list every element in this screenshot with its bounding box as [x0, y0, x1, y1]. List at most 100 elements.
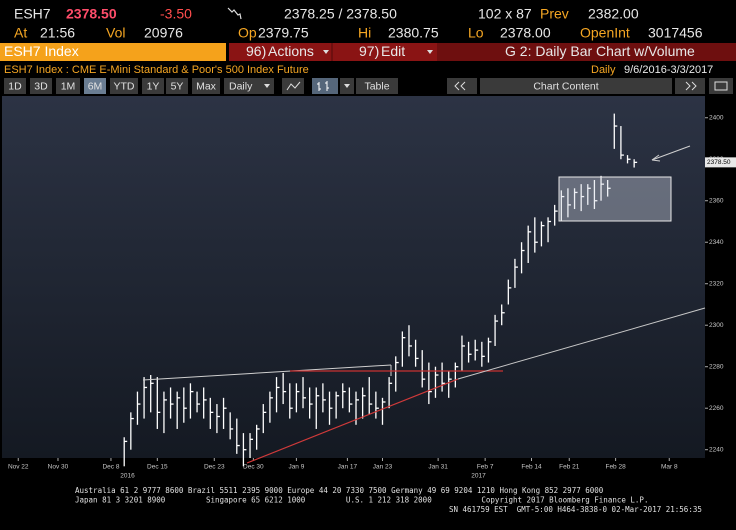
y-tick-label: 2320	[709, 280, 724, 287]
footer-line: Australia 61 2 9777 8600 Brazil 5511 239…	[75, 486, 604, 495]
range-button[interactable]	[30, 78, 52, 94]
range-label[interactable]: YTD	[114, 80, 135, 92]
down-icon	[227, 7, 242, 20]
trend-drawing	[142, 364, 392, 381]
settings-button[interactable]	[709, 78, 733, 94]
low-label: Lo	[468, 25, 484, 41]
last-price-box	[705, 157, 736, 168]
dropdown-icon	[344, 84, 350, 88]
bottom-axis	[0, 458, 705, 478]
actions[interactable]: Actions	[268, 43, 314, 59]
period: Daily	[591, 64, 616, 76]
x-tick-label: Dec 15	[147, 464, 168, 471]
vol-label: Vol	[106, 25, 125, 41]
line-icon	[286, 81, 301, 91]
security[interactable]: ESH7 Index	[4, 43, 79, 59]
x-tick-label: Feb 21	[559, 464, 580, 471]
x-tick-label: Dec 8	[102, 464, 119, 471]
support-line	[246, 378, 459, 464]
range-button[interactable]	[142, 78, 164, 94]
range-button[interactable]	[166, 78, 188, 94]
x-tick-label: Dec 30	[243, 464, 264, 471]
range-button[interactable]	[4, 78, 26, 94]
x-tick-label: Jan 31	[428, 464, 448, 471]
edit[interactable]: Edit	[381, 43, 405, 59]
bar-icon	[317, 81, 329, 91]
table[interactable]: Table	[364, 80, 389, 92]
settings-icon	[714, 81, 728, 91]
toolbar: 1D 3D 1M 6M YTD 1Y 5Y Max Daily	[4, 78, 274, 94]
range-label[interactable]: 6M	[88, 80, 103, 92]
open: 2379.75	[258, 25, 309, 41]
range-button[interactable]	[110, 78, 138, 94]
dropdown-icon	[264, 84, 270, 88]
y-tick-label: 2400	[709, 114, 724, 121]
y-tick-label: 2240	[709, 446, 724, 453]
x-tick-label: Jan 23	[373, 464, 393, 471]
x-tick-label: Jan 9	[288, 464, 304, 471]
arrow-drawing	[651, 145, 691, 161]
range-button[interactable]	[56, 78, 80, 94]
last-price-label: 2378.50	[707, 159, 731, 166]
next-icon	[685, 81, 697, 91]
size: 102 x 87	[478, 6, 532, 22]
dropdown-icon	[323, 50, 329, 54]
low: 2378.00	[500, 25, 551, 41]
range-box	[558, 176, 672, 222]
open-label: Op	[238, 25, 257, 41]
edit-button[interactable]	[333, 43, 437, 61]
high-label: Hi	[358, 25, 371, 41]
range-label[interactable]: 1Y	[147, 80, 160, 92]
footer-line: SN 461759 EST GMT-5:00 H464-3838-0 02-Ma…	[449, 505, 702, 514]
description: ESH7 Index : CME E-Mini Standard & Poor'…	[4, 64, 309, 76]
y-tick-label: 2260	[709, 405, 724, 412]
last-price: 2378.50	[66, 6, 117, 22]
x-tick-label: Dec 23	[204, 464, 225, 471]
y-tick-label: 2340	[709, 239, 724, 246]
range-label[interactable]: 3D	[34, 80, 48, 92]
range-button[interactable]	[192, 78, 220, 94]
y-tick-label: 2300	[709, 322, 724, 329]
x-tick-label: Nov 30	[48, 464, 69, 471]
range-label[interactable]: Max	[196, 80, 217, 92]
open-interest-label: OpenInt	[580, 25, 630, 41]
year-label: 2017	[471, 473, 486, 480]
tool-button[interactable]	[312, 78, 338, 94]
x-tick-label: Feb 7	[477, 464, 494, 471]
frequency-button[interactable]	[224, 78, 274, 94]
chart-content[interactable]: Chart Content	[533, 80, 598, 92]
at-label: At	[14, 25, 27, 41]
change: -3.50	[160, 6, 192, 22]
time: 21:56	[40, 25, 75, 41]
range-label[interactable]: 1M	[61, 80, 76, 92]
x-tick-label: Feb 28	[605, 464, 626, 471]
date-range: 9/6/2016-3/3/2017	[624, 64, 713, 76]
actions-button[interactable]	[229, 43, 331, 61]
x-tick-label: Jan 17	[338, 464, 358, 471]
edit-number[interactable]: 97)	[359, 43, 379, 59]
range-label[interactable]: 1D	[8, 80, 22, 92]
table-button[interactable]	[356, 78, 398, 94]
y-tick-label: 2360	[709, 197, 724, 204]
range-button[interactable]	[84, 78, 106, 94]
content-bar	[480, 78, 672, 94]
x-tick-label: Nov 22	[8, 464, 29, 471]
range-label[interactable]: 5Y	[171, 80, 184, 92]
trend-line	[457, 307, 706, 380]
volume: 20976	[144, 25, 183, 41]
ticker: ESH7	[14, 6, 51, 22]
chart-title: G 2: Daily Bar Chart w/Volume	[505, 43, 695, 59]
open-interest: 3017456	[648, 25, 703, 41]
y-tick-label: 2280	[709, 363, 724, 370]
dropdown-icon	[427, 50, 433, 54]
x-tick-label: Mar 8	[661, 464, 678, 471]
prev-icon	[454, 81, 466, 91]
footer-line: Japan 81 3 3201 8900 Singapore 65 6212 1…	[75, 496, 648, 505]
prev-button[interactable]	[447, 78, 477, 94]
security-box[interactable]	[0, 43, 226, 61]
frequency[interactable]: Daily	[229, 80, 253, 92]
year-label: 2016	[120, 473, 135, 480]
actions-number[interactable]: 96)	[246, 43, 266, 59]
prev-label: Prev	[540, 6, 569, 22]
